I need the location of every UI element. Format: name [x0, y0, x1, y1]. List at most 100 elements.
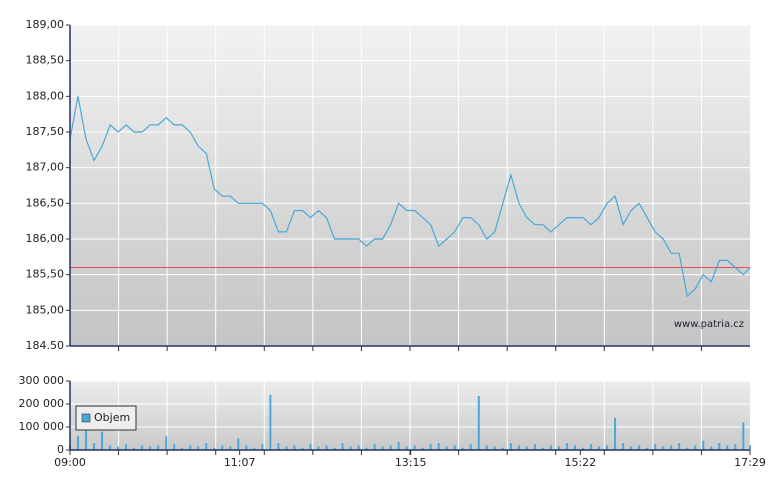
volume-bar	[405, 446, 408, 450]
vertical-grid	[118, 25, 702, 450]
volume-bar	[245, 445, 248, 450]
volume-bar	[389, 445, 392, 450]
y-tick-label: 0	[57, 443, 64, 456]
volume-bar	[325, 445, 328, 450]
volume-bar	[573, 445, 576, 450]
volume-bar	[285, 446, 288, 450]
legend-swatch	[81, 413, 91, 423]
volume-bar	[582, 447, 585, 450]
volume-bar	[373, 444, 376, 450]
y-tick-label: 200 000	[19, 397, 65, 410]
volume-bar	[261, 444, 264, 450]
y-tick-label: 187,00	[26, 161, 65, 174]
volume-bar	[125, 444, 128, 450]
volume-bar	[710, 446, 713, 450]
x-tick-label: 09:00	[54, 456, 86, 469]
volume-bar	[213, 447, 216, 450]
volume-bar	[469, 444, 472, 450]
x-tick-label: 13:15	[395, 456, 427, 469]
volume-bar	[413, 445, 416, 450]
y-tick-label: 186,00	[26, 232, 65, 245]
price-line	[69, 96, 751, 298]
volume-bar	[477, 395, 480, 450]
y-tick-label: 186,50	[26, 196, 65, 209]
volume-bar	[365, 447, 368, 450]
volume-bar	[77, 436, 80, 450]
volume-bar	[533, 444, 536, 450]
x-tick-label: 17:29	[734, 456, 766, 469]
volume-bar	[525, 446, 528, 450]
volume-bar	[606, 445, 609, 450]
volume-bar	[165, 436, 168, 450]
volume-bar	[317, 446, 320, 450]
y-tick-label: 185,50	[26, 268, 65, 281]
volume-bar	[157, 445, 160, 450]
volume-bar	[309, 444, 312, 450]
volume-bar	[141, 445, 144, 450]
volume-bar	[742, 422, 745, 450]
volume-bar	[253, 447, 256, 450]
volume-bar	[598, 446, 601, 450]
x-tick-label: 11:07	[224, 456, 256, 469]
volume-bar	[341, 443, 344, 450]
volume-bar	[301, 447, 304, 450]
y-tick-label: 185,00	[26, 303, 65, 316]
volume-bar	[662, 446, 665, 450]
volume-bar	[381, 446, 384, 450]
volume-bar	[133, 447, 136, 450]
volume-bar	[654, 444, 657, 450]
x-tick-label: 15:22	[564, 456, 596, 469]
volume-bar	[638, 445, 641, 450]
watermark: www.patria.cz	[674, 319, 744, 330]
y-tick-label: 187,50	[26, 125, 65, 138]
volume-bar	[221, 445, 224, 450]
volume-bar	[614, 417, 617, 450]
volume-bar	[590, 444, 593, 450]
volume-bar	[686, 447, 689, 450]
volume-bar	[229, 446, 232, 450]
volume-bar	[197, 446, 200, 450]
volume-bar	[357, 445, 360, 450]
volume-bar	[485, 445, 488, 450]
volume-bar	[493, 446, 496, 450]
y-tick-label: 188,00	[26, 89, 65, 102]
volume-bar	[149, 446, 152, 450]
volume-bar	[517, 445, 520, 450]
volume-bar	[237, 438, 240, 450]
y-tick-label: 189,00	[26, 18, 65, 31]
volume-bar	[85, 420, 88, 450]
volume-bar	[269, 394, 272, 450]
volume-bar	[93, 443, 96, 450]
volume-bar	[749, 445, 751, 450]
volume-bar	[189, 445, 192, 450]
volume-bar	[702, 440, 705, 450]
volume-bar	[293, 445, 296, 450]
y-tick-label: 300 000	[19, 374, 65, 387]
volume-bar	[461, 447, 464, 450]
volume-bar	[557, 446, 560, 450]
volume-bar	[541, 447, 544, 450]
volume-bar	[549, 445, 552, 450]
volume-bar	[333, 447, 336, 450]
volume-bar	[173, 444, 176, 450]
volume-bar	[726, 445, 729, 450]
volume-bar	[630, 446, 633, 450]
volume-bar	[694, 445, 697, 450]
volume-bar	[109, 445, 112, 450]
volume-bar	[349, 446, 352, 450]
volume-bar	[453, 445, 456, 450]
volume-bar	[622, 443, 625, 450]
volume-bar	[421, 447, 424, 450]
volume-bar	[101, 431, 104, 450]
volume-bar	[501, 447, 504, 450]
volume-bar	[117, 446, 120, 450]
volume-bar	[734, 444, 737, 450]
y-tick-label: 100 000	[19, 420, 65, 433]
y-tick-label: 188,50	[26, 54, 65, 67]
volume-bar	[565, 443, 568, 450]
volume-bar	[437, 443, 440, 450]
volume-bar	[646, 447, 649, 450]
volume-bar	[509, 443, 512, 450]
volume-bar	[718, 443, 721, 450]
